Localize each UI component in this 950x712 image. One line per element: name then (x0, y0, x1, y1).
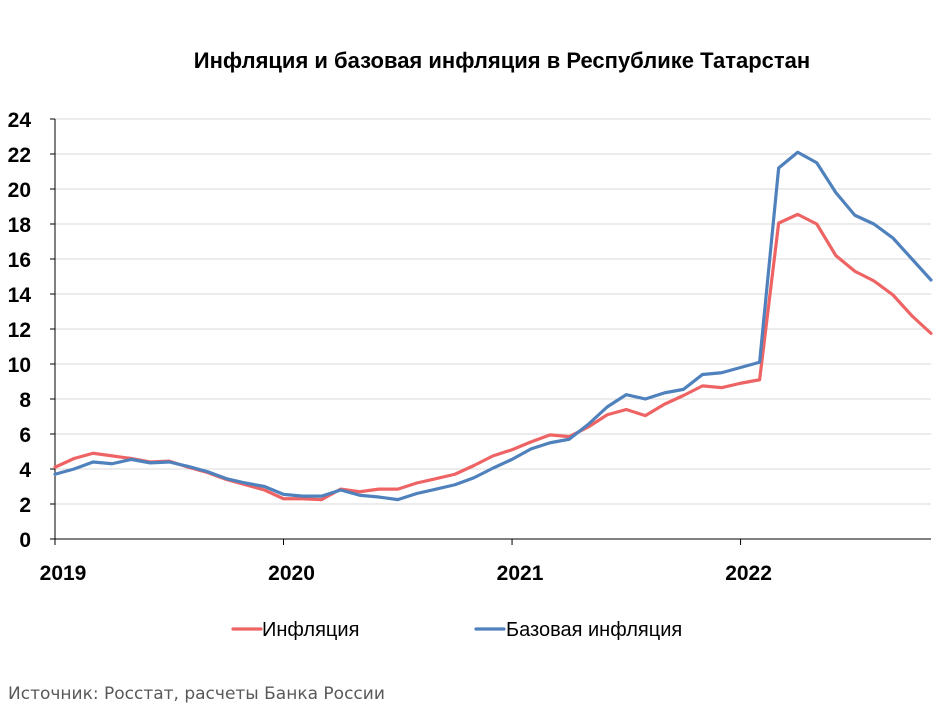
source-note: Источник: Росстат, расчеты Банка России (8, 684, 385, 704)
y-tick-label: 24 (8, 109, 32, 132)
axes (50, 118, 931, 545)
legend: Инфляция Базовая инфляция (231, 619, 682, 641)
y-tick-label: 10 (8, 354, 31, 377)
y-tick-label: 20 (8, 179, 31, 202)
x-tick-label: 2020 (268, 562, 315, 585)
y-tick-label: 6 (19, 424, 31, 447)
x-tick-label: 2021 (497, 562, 544, 585)
x-tick-label: 2022 (725, 562, 772, 585)
legend-label: Инфляция (262, 619, 359, 641)
y-tick-label: 16 (8, 249, 31, 272)
series-lines (53, 150, 933, 502)
y-tick-label: 4 (19, 459, 31, 482)
gridlines (55, 118, 931, 505)
y-tick-label: 22 (8, 144, 31, 167)
x-axis-ticks: 2019 2020 2021 2022 (40, 562, 772, 585)
x-tick-label: 2019 (40, 562, 87, 585)
y-tick-label: 18 (8, 214, 32, 237)
y-tick-label: 14 (8, 284, 32, 307)
y-tick-label: 2 (19, 494, 31, 517)
legend-label: Базовая инфляция (506, 619, 682, 641)
series-line-core-inflation (53, 150, 933, 502)
y-tick-label: 0 (19, 529, 31, 552)
y-tick-label: 12 (8, 319, 31, 342)
chart-title: Инфляция и базовая инфляция в Республике… (194, 48, 810, 73)
y-tick-label: 8 (19, 389, 31, 412)
series-line-inflation (53, 212, 933, 502)
